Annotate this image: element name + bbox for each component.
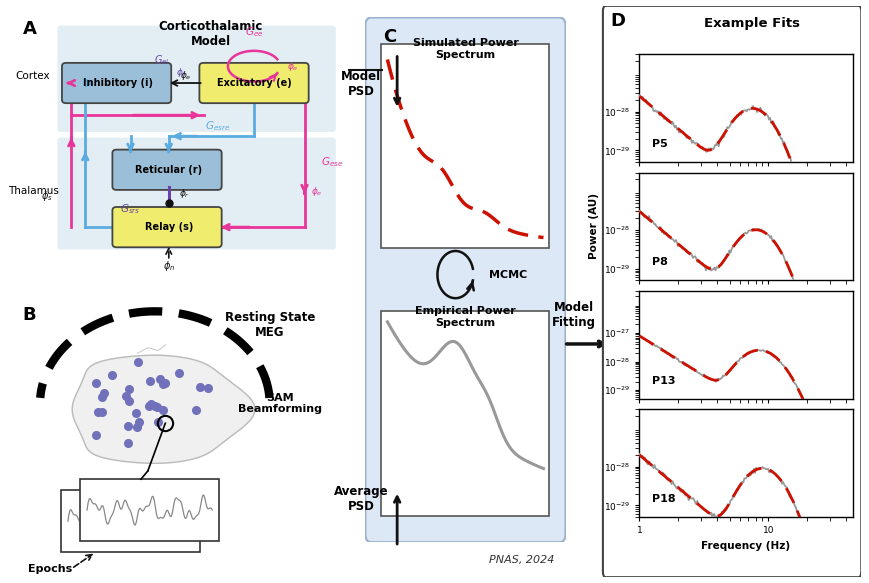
Text: Epochs: Epochs	[29, 564, 72, 574]
Text: Cortex: Cortex	[16, 71, 50, 81]
Text: Simulated Power
Spectrum: Simulated Power Spectrum	[412, 38, 518, 60]
FancyBboxPatch shape	[199, 63, 308, 103]
Text: $G_{esre}$: $G_{esre}$	[204, 119, 230, 133]
Text: P18: P18	[652, 494, 675, 504]
Text: $\phi_e$: $\phi_e$	[286, 60, 298, 73]
FancyBboxPatch shape	[80, 479, 219, 541]
Text: Relay (s): Relay (s)	[144, 222, 193, 232]
FancyBboxPatch shape	[381, 311, 549, 516]
Text: Inhibitory (i): Inhibitory (i)	[83, 78, 153, 88]
Text: $G_{ee}$: $G_{ee}$	[244, 26, 263, 39]
Text: $\phi_n$: $\phi_n$	[163, 259, 175, 273]
FancyBboxPatch shape	[381, 44, 549, 248]
Text: $G_{ei}$: $G_{ei}$	[154, 54, 169, 67]
Text: P13: P13	[652, 376, 675, 386]
Text: Excitatory (e): Excitatory (e)	[216, 78, 291, 88]
Text: P8: P8	[652, 258, 667, 268]
Text: B: B	[23, 305, 36, 324]
Text: Resting State
MEG: Resting State MEG	[224, 311, 315, 339]
Text: $\phi_e$: $\phi_e$	[180, 69, 192, 82]
FancyBboxPatch shape	[5, 294, 360, 580]
Text: Thalamus: Thalamus	[8, 186, 58, 196]
Text: Empirical Power
Spectrum: Empirical Power Spectrum	[415, 306, 515, 328]
FancyBboxPatch shape	[365, 17, 565, 542]
Text: $G_{ese}$: $G_{ese}$	[321, 156, 343, 170]
FancyBboxPatch shape	[602, 6, 860, 577]
X-axis label: Frequency (Hz): Frequency (Hz)	[700, 540, 790, 551]
Text: Model
PSD: Model PSD	[341, 70, 381, 98]
FancyBboxPatch shape	[5, 9, 360, 294]
Text: $\phi_e$: $\phi_e$	[310, 185, 322, 198]
Text: Model
Fitting: Model Fitting	[552, 301, 595, 329]
Text: $\phi_i$: $\phi_i$	[176, 66, 186, 79]
Text: C: C	[383, 28, 396, 46]
Text: Example Fits: Example Fits	[703, 17, 799, 30]
Text: Corticothalamic
Model: Corticothalamic Model	[158, 20, 262, 48]
Text: D: D	[610, 12, 625, 30]
FancyBboxPatch shape	[62, 63, 171, 103]
Polygon shape	[72, 355, 255, 463]
Text: $\phi_s$: $\phi_s$	[41, 189, 53, 203]
FancyBboxPatch shape	[57, 26, 335, 132]
Text: PNAS, 2024: PNAS, 2024	[488, 554, 554, 564]
Text: $\phi_r$: $\phi_r$	[179, 187, 189, 201]
Text: A: A	[23, 20, 36, 38]
Text: MCMC: MCMC	[489, 269, 527, 280]
Text: SAM
Beamforming: SAM Beamforming	[238, 393, 322, 415]
Text: Average
PSD: Average PSD	[334, 485, 388, 513]
Y-axis label: Power (AU): Power (AU)	[587, 194, 598, 259]
Text: $G_{srs}$: $G_{srs}$	[120, 202, 141, 216]
FancyBboxPatch shape	[61, 490, 200, 552]
Text: P5: P5	[652, 139, 667, 149]
Text: Reticular (r): Reticular (r)	[135, 165, 202, 175]
FancyBboxPatch shape	[112, 207, 222, 247]
FancyBboxPatch shape	[57, 138, 335, 250]
FancyBboxPatch shape	[112, 150, 222, 190]
